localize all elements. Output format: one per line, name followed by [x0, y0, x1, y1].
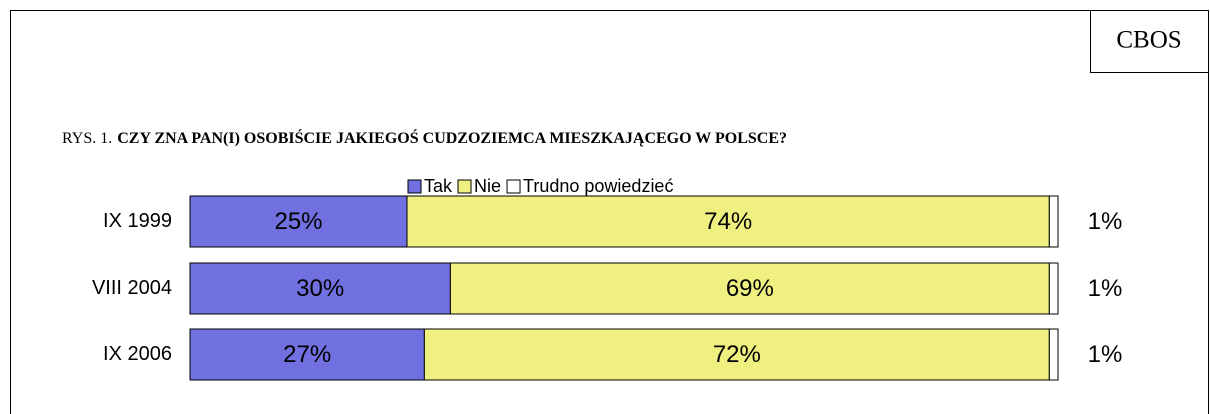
y-tick-label: IX 1999 — [103, 210, 172, 232]
y-tick-label: IX 2006 — [103, 343, 172, 365]
legend-label: Nie — [474, 176, 501, 196]
value-label: 1% — [1088, 275, 1123, 302]
bar-segment — [406, 195, 1050, 248]
legend-swatch — [407, 179, 422, 194]
figure-label: RYS. 1. — [62, 130, 112, 147]
legend-swatch — [457, 179, 472, 194]
title-text: CZY ZNA PAN(I) OSOBIŚCIE JAKIEGOŚ CUDZOZ… — [117, 128, 787, 147]
value-label: 1% — [1088, 208, 1123, 235]
value-label: 74% — [704, 208, 752, 235]
bar-segment — [1048, 262, 1059, 315]
value-label: 1% — [1088, 341, 1123, 368]
bar-segment — [189, 195, 408, 248]
frame — [10, 10, 1209, 414]
value-label: 27% — [283, 341, 331, 368]
bar-segment — [1048, 328, 1059, 381]
source: CBOS — [1116, 27, 1181, 54]
value-label: 30% — [296, 275, 344, 302]
legend-label: Trudno powiedzieć — [523, 176, 673, 196]
source-box — [1090, 10, 1209, 73]
legend: Tak Nie Trudno powiedzieć — [407, 176, 673, 196]
legend-label: Tak — [424, 176, 453, 196]
value-label: 25% — [274, 208, 322, 235]
y-tick-label: VIII 2004 — [92, 277, 172, 299]
title: RYS. 1. CZY ZNA PAN(I) OSOBIŚCIE JAKIEGOŚ… — [62, 128, 787, 147]
value-label: 69% — [726, 275, 774, 302]
bar-segment — [189, 328, 425, 381]
legend-swatch — [506, 179, 521, 194]
value-label: 72% — [713, 341, 761, 368]
bar-segment — [1048, 195, 1059, 248]
